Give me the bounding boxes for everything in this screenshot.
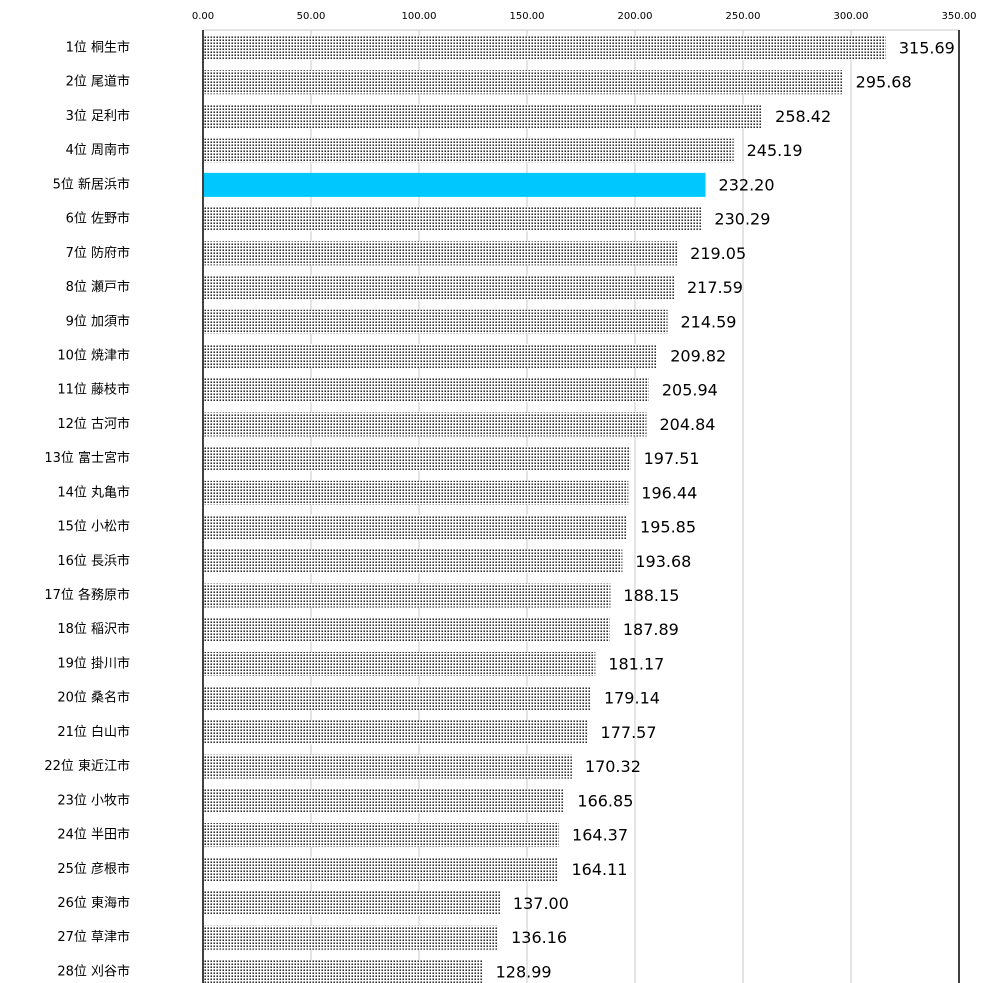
bar [204, 343, 658, 368]
bar [204, 172, 706, 197]
y-tick-label: 19位 掛川市 [57, 655, 130, 671]
y-tick-label: 3位 足利市 [66, 108, 130, 124]
bar [204, 925, 499, 950]
y-tick-label: 23位 小牧市 [57, 792, 130, 808]
value-label: 258.42 [775, 107, 831, 126]
bar [204, 378, 649, 403]
bar [204, 241, 678, 266]
x-tick-label: 0.00 [192, 11, 214, 22]
y-tick-label: 2位 尾道市 [66, 74, 130, 90]
value-label: 164.11 [571, 860, 627, 879]
value-label: 209.82 [670, 346, 726, 365]
bar [204, 959, 483, 983]
y-tick-label: 4位 周南市 [66, 142, 130, 158]
value-label: 217.59 [687, 278, 743, 297]
bar [204, 686, 591, 711]
value-label: 230.29 [714, 210, 770, 229]
y-tick-label: 28位 刈谷市 [57, 963, 130, 979]
bar [204, 891, 500, 916]
bar [204, 651, 596, 676]
x-tick-label: 350.00 [942, 11, 977, 22]
y-tick-label: 26位 東海市 [57, 895, 130, 911]
y-tick-label: 5位 新居浜市 [53, 176, 130, 192]
y-tick-label: 17位 各務原市 [44, 587, 130, 603]
y-tick-label: 25位 彦根市 [57, 861, 130, 877]
y-tick-label: 9位 加須市 [66, 313, 130, 329]
value-label: 232.20 [719, 175, 775, 194]
value-label: 204.84 [659, 415, 715, 434]
x-tick-label: 150.00 [510, 11, 545, 22]
x-tick-label: 50.00 [297, 11, 326, 22]
value-label: 136.16 [511, 928, 567, 947]
y-tick-label: 18位 稲沢市 [57, 621, 130, 637]
y-tick-label: 13位 富士宮市 [44, 450, 130, 466]
bar [204, 788, 565, 813]
value-label: 187.89 [623, 620, 679, 639]
bar [204, 515, 628, 540]
bar [204, 823, 560, 848]
y-tick-label: 11位 藤枝市 [57, 382, 130, 398]
value-label: 214.59 [681, 312, 737, 331]
bar [204, 412, 647, 437]
value-label: 137.00 [513, 894, 569, 913]
bar [204, 36, 886, 60]
y-tick-label: 1位 桐生市 [66, 40, 130, 56]
bar [204, 309, 668, 334]
y-tick-label: 16位 長浜市 [57, 553, 130, 569]
bar [204, 207, 702, 232]
value-label: 166.85 [577, 791, 633, 810]
value-label: 164.37 [572, 826, 628, 845]
y-tick-label: 6位 佐野市 [66, 211, 130, 227]
y-tick-label: 10位 焼津市 [57, 347, 130, 363]
bar [204, 446, 631, 471]
value-label: 188.15 [623, 586, 679, 605]
y-tick-label: 8位 瀬戸市 [66, 279, 130, 295]
value-label: 179.14 [604, 689, 660, 708]
bar [204, 583, 611, 608]
bar [204, 138, 734, 163]
bar [204, 549, 623, 574]
value-label: 177.57 [601, 723, 657, 742]
value-label: 197.51 [644, 449, 700, 468]
x-tick-label: 100.00 [402, 11, 437, 22]
value-label: 196.44 [641, 483, 697, 502]
bar [204, 275, 674, 300]
value-label: 170.32 [585, 757, 641, 776]
bar [204, 754, 572, 779]
value-label: 193.68 [635, 552, 691, 571]
value-label: 195.85 [640, 518, 696, 537]
bar [204, 857, 559, 882]
y-tick-label: 27位 草津市 [57, 929, 130, 945]
y-tick-label: 14位 丸亀市 [57, 484, 130, 500]
x-tick-label: 250.00 [726, 11, 761, 22]
value-label: 295.68 [856, 73, 912, 92]
value-label: 181.17 [608, 654, 664, 673]
value-label: 219.05 [690, 244, 746, 263]
bar [204, 720, 588, 745]
bar [204, 104, 763, 129]
x-tick-label: 200.00 [618, 11, 653, 22]
value-label: 315.69 [899, 39, 955, 58]
value-label: 205.94 [662, 381, 718, 400]
bar [204, 480, 629, 505]
bar [204, 70, 843, 95]
value-label: 245.19 [747, 141, 803, 160]
x-tick-label: 300.00 [834, 11, 869, 22]
y-tick-label: 21位 白山市 [57, 724, 130, 740]
y-tick-label: 12位 古河市 [57, 416, 130, 432]
bar [204, 617, 610, 642]
y-tick-label: 15位 小松市 [57, 519, 130, 535]
value-label: 128.99 [496, 962, 552, 981]
y-tick-label: 24位 半田市 [57, 827, 130, 843]
y-tick-label: 7位 防府市 [66, 245, 130, 261]
y-tick-label: 20位 桑名市 [57, 690, 130, 706]
y-tick-label: 22位 東近江市 [44, 758, 130, 774]
